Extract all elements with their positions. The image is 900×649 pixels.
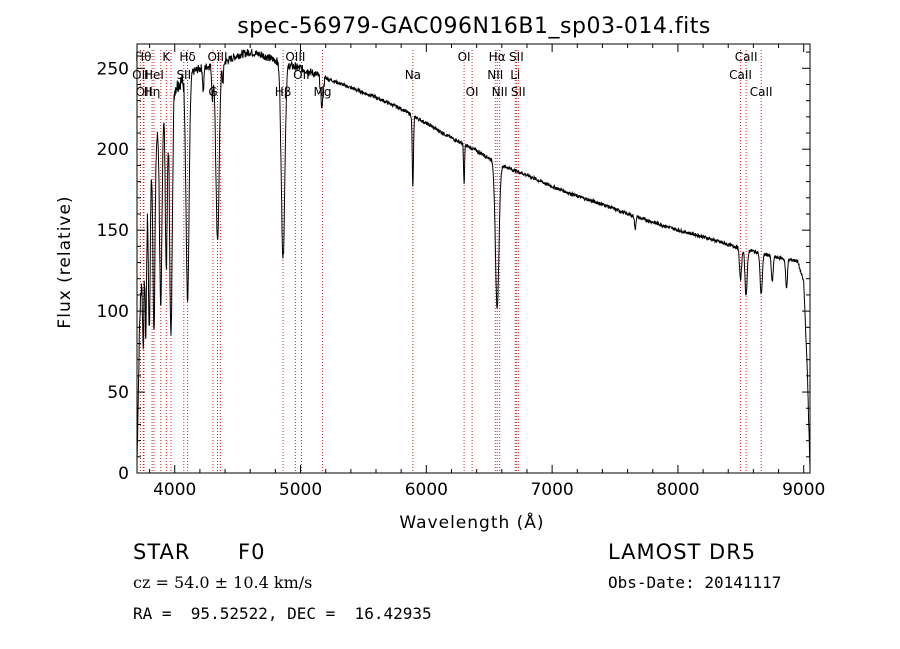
- line-label: CaII: [729, 68, 752, 82]
- line-label: CaII: [735, 50, 758, 64]
- x-tick-label: 4000: [153, 480, 196, 500]
- object-class: STAR: [133, 540, 191, 564]
- x-axis: 4000 5000 6000 7000 8000 9000: [149, 44, 825, 500]
- line-label: Li: [510, 68, 520, 82]
- redshift-velocity: cz = 54.0 ± 10.4 km/s: [133, 573, 313, 592]
- line-label: Hη: [144, 85, 161, 99]
- plot-frame: [136, 43, 811, 474]
- x-tick-label: 9000: [782, 480, 825, 500]
- spectrum-line: [136, 48, 811, 470]
- y-axis-label: Flux (relative): [55, 195, 75, 328]
- line-label: CaII: [750, 85, 773, 99]
- line-label: OII: [293, 68, 310, 82]
- line-label: Hα: [489, 50, 506, 64]
- y-tick-label: 100: [97, 302, 129, 322]
- y-tick-label: 0: [118, 464, 129, 484]
- x-tick-label: 7000: [530, 480, 573, 500]
- line-label: NII: [492, 85, 508, 99]
- y-tick-label: 150: [97, 221, 129, 241]
- line-label: SII: [176, 68, 191, 82]
- line-label: OII: [132, 68, 149, 82]
- x-tick-label: 8000: [656, 480, 699, 500]
- observation-date: Obs-Date: 20141117: [608, 573, 782, 592]
- line-label: G: [208, 85, 217, 99]
- y-tick-label: 200: [97, 140, 129, 160]
- chart-title: spec-56979-GAC096N16B1_sp03-014.fits: [237, 14, 711, 39]
- line-label: OI: [466, 85, 479, 99]
- line-label: Hθ: [135, 50, 151, 64]
- line-label: Hβ: [275, 85, 292, 99]
- object-subclass: F0: [238, 540, 266, 564]
- y-tick-label: 50: [107, 383, 129, 403]
- survey-name: LAMOST DR5: [608, 540, 757, 564]
- line-label: OII: [136, 85, 153, 99]
- line-label: OI: [458, 50, 471, 64]
- line-label: NII: [487, 68, 503, 82]
- line-label: K: [162, 50, 171, 64]
- y-tick-label: 250: [97, 59, 129, 79]
- x-axis-label: Wavelength (Å): [399, 511, 544, 533]
- line-label: SII: [509, 50, 524, 64]
- line-labels: OIIHθOIIHηHeIKSIIHδGOIIIHβOIIIOIIMgNaOIO…: [132, 50, 772, 99]
- line-label: OIII: [207, 50, 227, 64]
- line-markers: [139, 50, 762, 473]
- line-label: Mg: [314, 85, 332, 99]
- line-label: Hδ: [179, 50, 195, 64]
- line-label: SII: [511, 85, 526, 99]
- coordinates: RA = 95.52522, DEC = 16.42935: [133, 604, 432, 623]
- line-label: Na: [405, 68, 421, 82]
- line-label: OIII: [285, 50, 305, 64]
- x-tick-label: 6000: [405, 480, 448, 500]
- line-label: HeI: [144, 68, 164, 82]
- x-tick-label: 5000: [279, 480, 322, 500]
- y-axis: 0 50 100 150 200 250: [97, 51, 810, 484]
